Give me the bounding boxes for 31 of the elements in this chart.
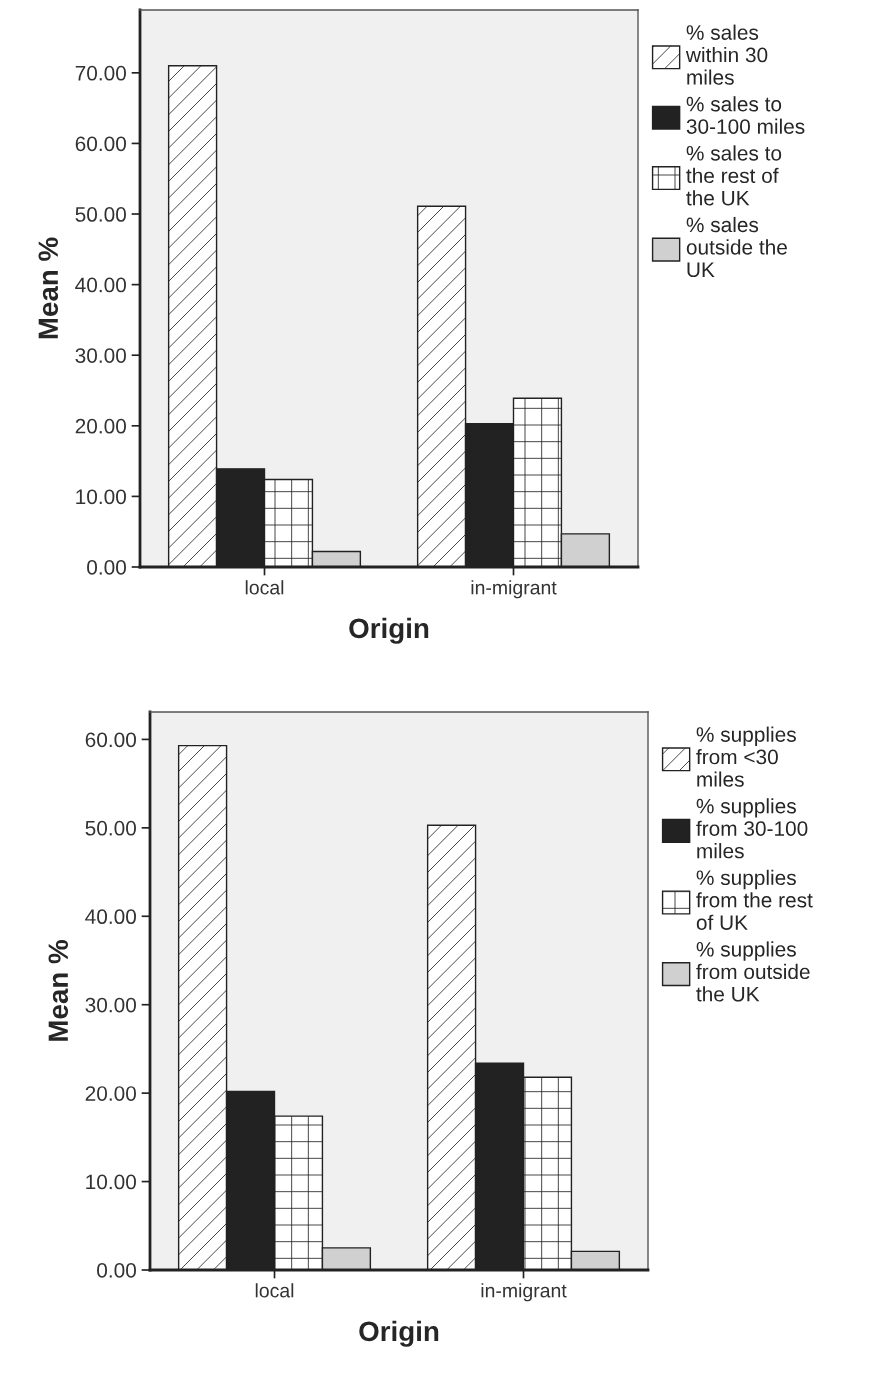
y-tick-label: 30.00 <box>75 348 126 363</box>
x-tick-label: local <box>245 580 284 595</box>
y-tick-label: 0.00 <box>97 1263 136 1278</box>
x-tick-label: local <box>255 1283 294 1298</box>
y-tick-label: 50.00 <box>85 820 136 836</box>
legend-label: % supplies from the rest of UK <box>696 869 813 930</box>
x-axis-title: Origin <box>349 617 429 644</box>
y-tick-label: 20.00 <box>75 418 126 434</box>
y-tick-label: 60.00 <box>75 136 126 152</box>
y-tick-label: 70.00 <box>75 65 126 81</box>
legend-label: % sales to the rest of the UK <box>686 145 782 206</box>
y-tick-label: 10.00 <box>76 489 126 505</box>
legend-label: % sales within 30 miles <box>685 24 768 85</box>
y-tick-label: 20.00 <box>85 1086 136 1101</box>
y-tick-label: 40.00 <box>75 277 126 293</box>
y-tick-label: 30.00 <box>85 997 136 1013</box>
y-tick-label: 10.00 <box>86 1174 136 1190</box>
y-axis-title: Mean % <box>38 237 59 339</box>
x-axis-title: Origin <box>359 1320 439 1347</box>
x-tick-label: in-migrant <box>471 580 557 599</box>
y-axis-title: Mean % <box>48 940 69 1041</box>
legend-label: % sales to 30-100 miles <box>686 96 805 134</box>
legend-label: % sales outside the UK <box>686 216 787 278</box>
legend-label: % supplies from 30-100 miles <box>696 798 808 859</box>
y-tick-label: 50.00 <box>75 207 126 222</box>
y-tick-label: 60.00 <box>85 732 136 748</box>
legend-label: % supplies from outside the UK <box>696 941 810 1002</box>
y-tick-label: 0.00 <box>87 560 126 575</box>
x-tick-label: in-migrant <box>481 1283 567 1302</box>
y-tick-label: 40.00 <box>85 909 136 925</box>
legend-label: % supplies from <30 miles <box>696 726 796 787</box>
